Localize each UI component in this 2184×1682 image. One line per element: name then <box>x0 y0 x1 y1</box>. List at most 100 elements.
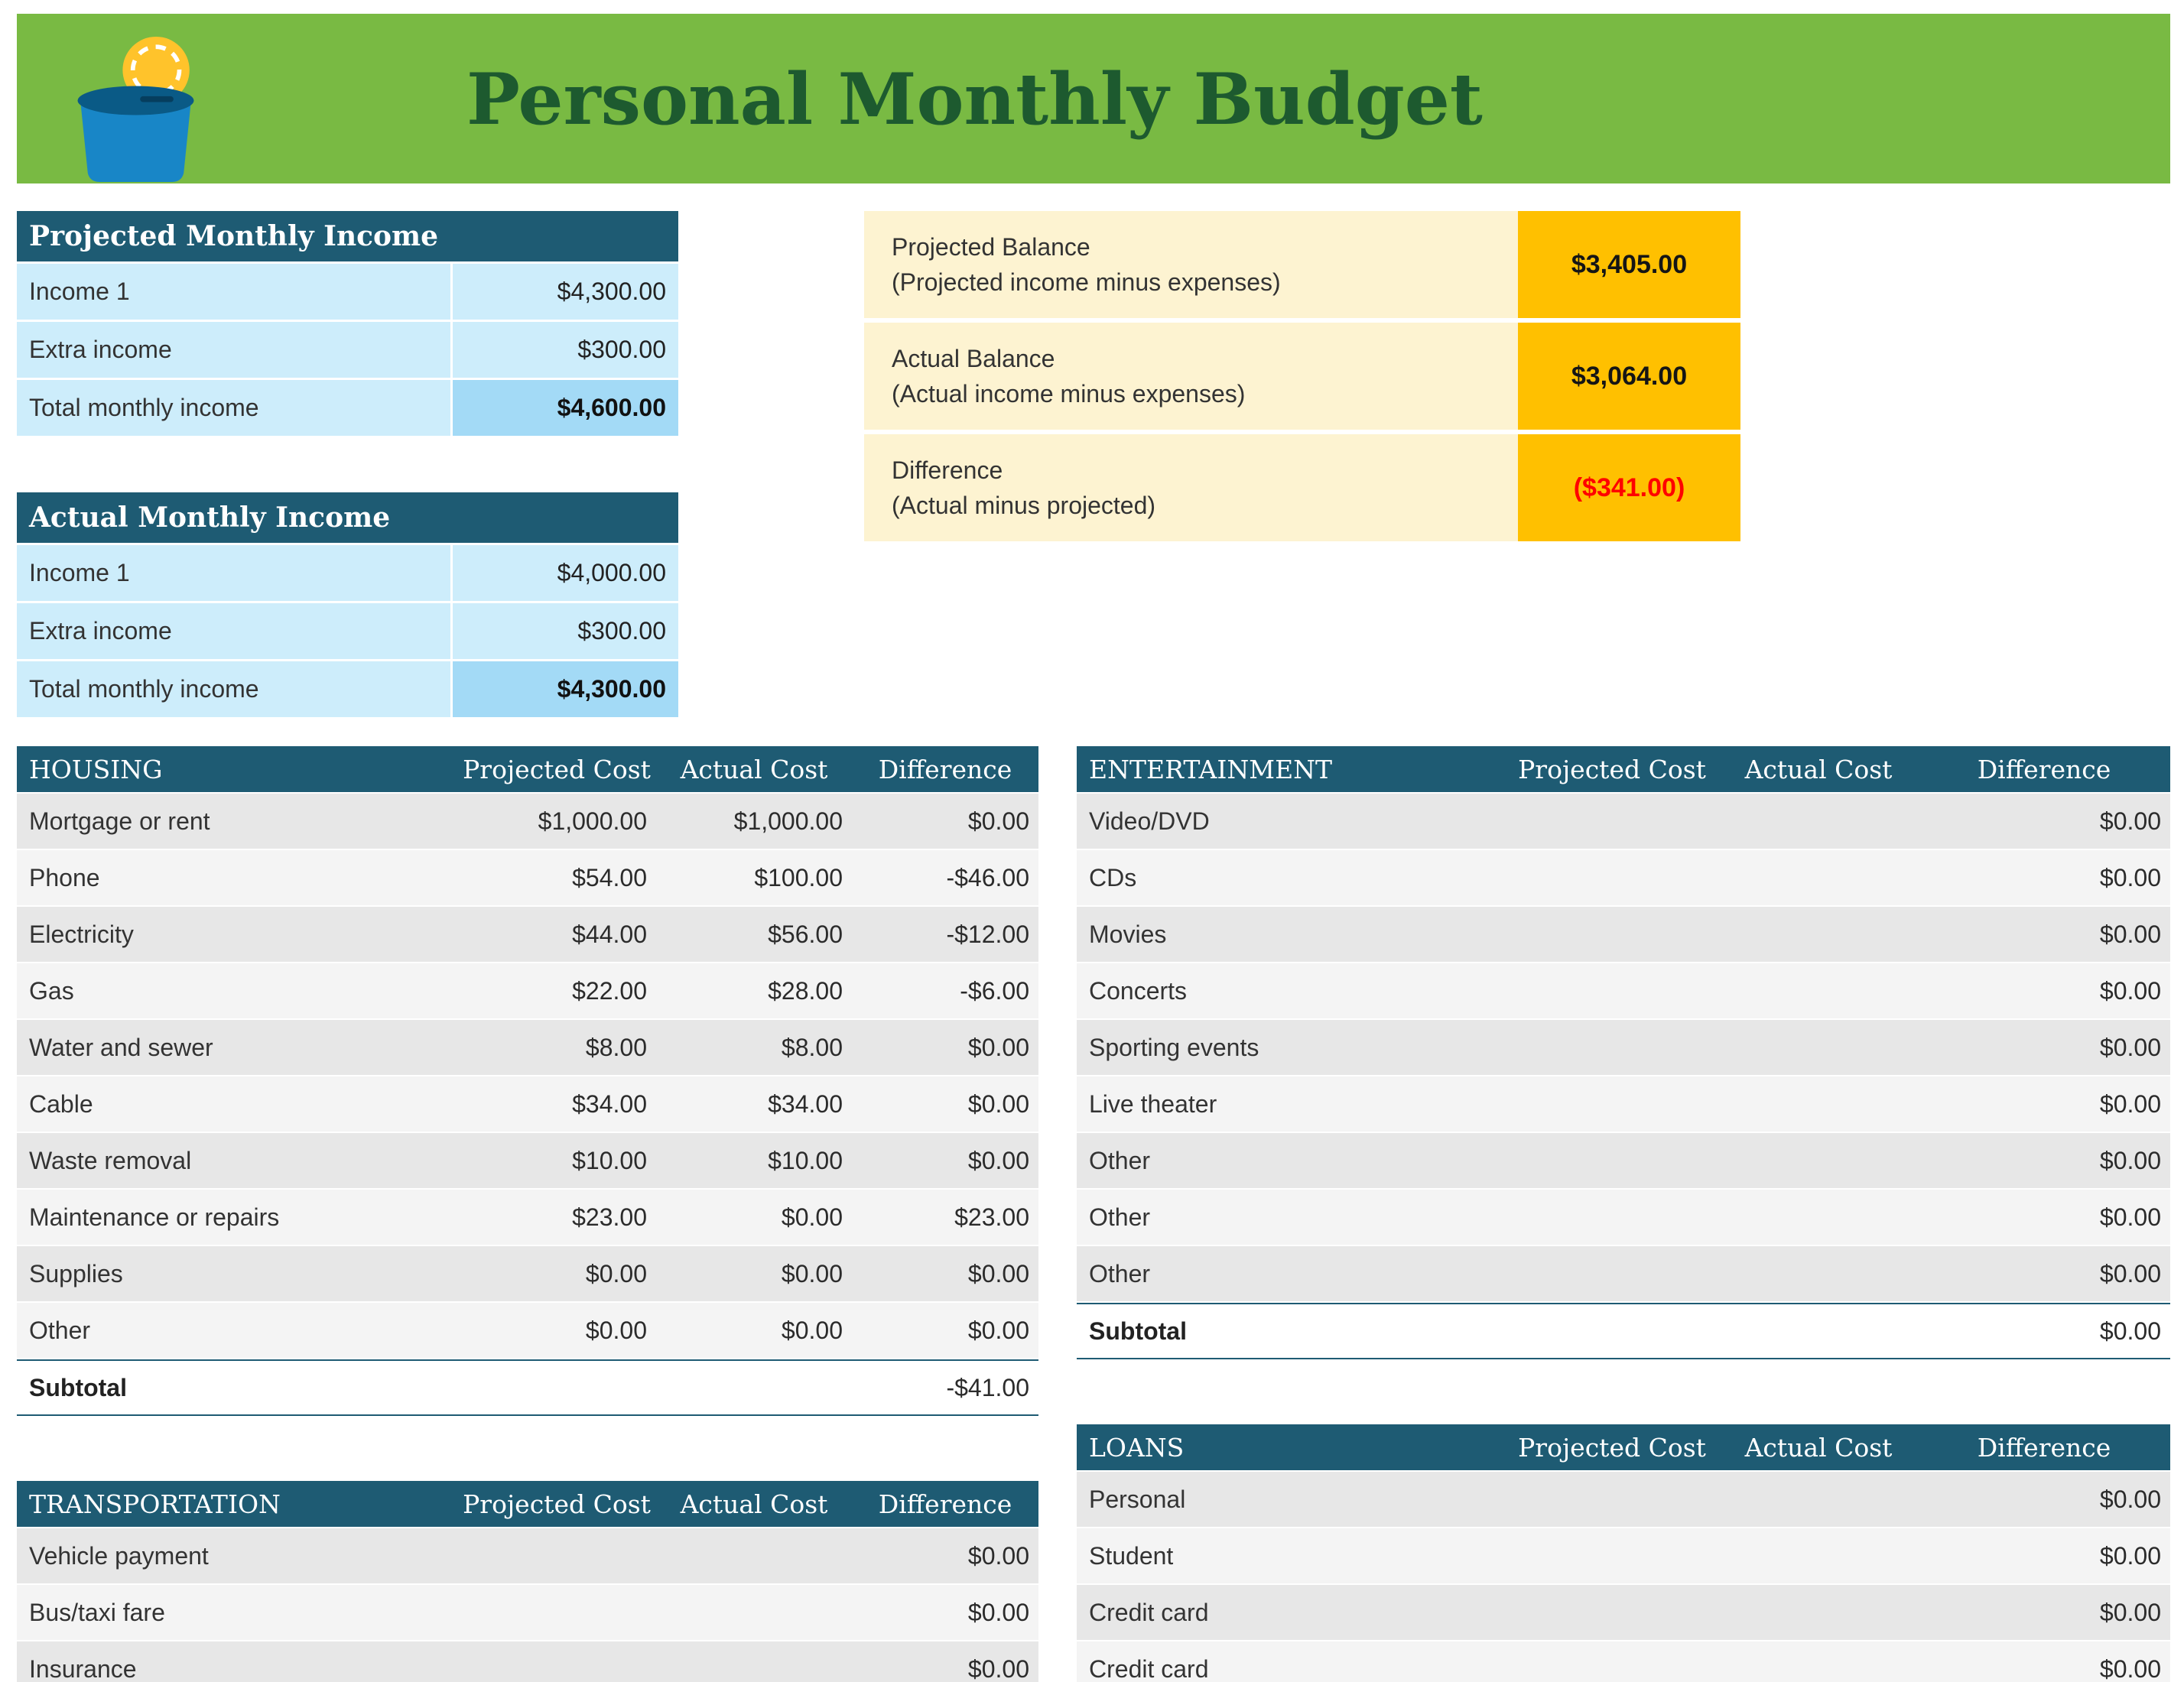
projected-cost-cell[interactable]: $0.00 <box>585 1316 647 1344</box>
row-label-cell[interactable]: Cable <box>29 1089 93 1118</box>
row-label-cell[interactable]: Concerts <box>1089 976 1188 1005</box>
table-row: Maintenance or repairs $23.00 $0.00 $23.… <box>17 1190 1038 1246</box>
actual-income-header: Actual Monthly Income <box>17 492 678 543</box>
row-label-cell[interactable]: Phone <box>29 863 100 891</box>
difference-cell[interactable]: -$46.00 <box>946 863 1029 891</box>
row-label-cell[interactable]: Credit card <box>1089 1598 1209 1626</box>
row-label-cell[interactable]: Gas <box>29 976 74 1005</box>
row-label-cell[interactable]: Credit card <box>1089 1654 1209 1682</box>
row-label-cell[interactable]: Income 1 <box>17 264 450 320</box>
total-value-cell[interactable]: $4,300.00 <box>453 661 678 717</box>
difference-cell[interactable]: $0.00 <box>2099 1598 2161 1626</box>
difference-cell[interactable]: $0.00 <box>2099 920 2161 948</box>
difference-cell[interactable]: $0.00 <box>967 1033 1029 1061</box>
row-label-cell[interactable]: Student <box>1089 1541 1174 1570</box>
actual-cost-cell[interactable]: $56.00 <box>768 920 843 948</box>
value-cell[interactable]: $4,000.00 <box>453 545 678 601</box>
projected-balance-value[interactable]: $3,405.00 <box>1518 211 1740 318</box>
row-label-cell[interactable]: Movies <box>1089 920 1167 948</box>
actual-balance-value[interactable]: $3,064.00 <box>1518 323 1740 430</box>
difference-cell[interactable]: $0.00 <box>2099 1033 2161 1061</box>
actual-cost-cell[interactable]: $0.00 <box>781 1316 843 1344</box>
difference-cell[interactable]: $0.00 <box>2099 1541 2161 1570</box>
projected-cost-cell[interactable]: $8.00 <box>585 1033 647 1061</box>
subtotal-difference-cell[interactable]: -$41.00 <box>946 1373 1029 1401</box>
difference-cell[interactable]: $0.00 <box>967 1541 1029 1570</box>
actual-cost-cell[interactable]: $34.00 <box>768 1089 843 1118</box>
row-label-cell[interactable]: Insurance <box>29 1654 137 1682</box>
actual-cost-cell[interactable]: $8.00 <box>781 1033 843 1061</box>
projected-cost-cell[interactable]: $44.00 <box>572 920 647 948</box>
projected-cost-column-header: Projected Cost <box>1518 1432 1706 1463</box>
difference-cell[interactable]: $0.00 <box>2099 1146 2161 1174</box>
subtotal-difference-cell[interactable]: $0.00 <box>2099 1317 2161 1345</box>
row-label-cell[interactable]: Supplies <box>29 1259 123 1287</box>
row-label-cell[interactable]: Water and sewer <box>29 1033 213 1061</box>
actual-cost-cell[interactable]: $100.00 <box>754 863 843 891</box>
table-row: Mortgage or rent $1,000.00 $1,000.00 $0.… <box>17 794 1038 850</box>
row-label-cell[interactable]: Income 1 <box>17 545 450 601</box>
projected-cost-cell[interactable]: $22.00 <box>572 976 647 1005</box>
projected-cost-cell[interactable]: $54.00 <box>572 863 647 891</box>
table-row: Insurance $0.00 <box>17 1641 1038 1682</box>
row-label-cell[interactable]: Other <box>29 1316 91 1344</box>
difference-cell[interactable]: $0.00 <box>967 1259 1029 1287</box>
difference-cell[interactable]: -$6.00 <box>960 976 1029 1005</box>
difference-cell[interactable]: $0.00 <box>2099 1259 2161 1287</box>
difference-cell[interactable]: $0.00 <box>2099 1654 2161 1682</box>
balance-label-line1: Actual Balance <box>892 344 1055 372</box>
difference-cell[interactable]: $23.00 <box>954 1203 1029 1231</box>
difference-cell[interactable]: $0.00 <box>967 1089 1029 1118</box>
row-label-cell[interactable]: CDs <box>1089 863 1137 891</box>
value-cell[interactable]: $300.00 <box>453 322 678 378</box>
money-jar-icon <box>77 36 194 182</box>
value-cell[interactable]: $300.00 <box>453 603 678 659</box>
projected-cost-cell[interactable]: $23.00 <box>572 1203 647 1231</box>
difference-cell[interactable]: $0.00 <box>2099 1485 2161 1513</box>
difference-cell[interactable]: $0.00 <box>967 1316 1029 1344</box>
difference-cell[interactable]: $0.00 <box>2099 807 2161 835</box>
difference-cell[interactable]: $0.00 <box>2099 1089 2161 1118</box>
projected-cost-cell[interactable]: $0.00 <box>585 1259 647 1287</box>
difference-cell[interactable]: $0.00 <box>967 1654 1029 1682</box>
difference-cell[interactable]: $0.00 <box>967 807 1029 835</box>
projected-cost-cell[interactable]: $34.00 <box>572 1089 647 1118</box>
row-label-cell[interactable]: Personal <box>1089 1485 1186 1513</box>
total-value-cell[interactable]: $4,600.00 <box>453 380 678 436</box>
value-cell[interactable]: $4,300.00 <box>453 264 678 320</box>
difference-cell[interactable]: $0.00 <box>967 1598 1029 1626</box>
row-label-cell[interactable]: Other <box>1089 1259 1151 1287</box>
projected-income-header: Projected Monthly Income <box>17 211 678 261</box>
row-label-cell[interactable]: Waste removal <box>29 1146 192 1174</box>
table-row: Other $0.00 <box>1077 1133 2170 1190</box>
row-label-cell[interactable]: Vehicle payment <box>29 1541 209 1570</box>
row-label-cell[interactable]: Other <box>1089 1203 1151 1231</box>
difference-cell[interactable]: $0.00 <box>2099 976 2161 1005</box>
difference-cell[interactable]: $0.00 <box>967 1146 1029 1174</box>
table-row: Credit card $0.00 <box>1077 1641 2170 1682</box>
row-label-cell[interactable]: Video/DVD <box>1089 807 1210 835</box>
row-label-cell[interactable]: Total monthly income <box>17 380 450 436</box>
difference-cell[interactable]: $0.00 <box>2099 1203 2161 1231</box>
row-label-cell[interactable]: Sporting events <box>1089 1033 1259 1061</box>
actual-cost-cell[interactable]: $28.00 <box>768 976 843 1005</box>
row-label-cell[interactable]: Extra income <box>17 322 450 378</box>
projected-cost-cell[interactable]: $1,000.00 <box>538 807 647 835</box>
actual-cost-cell[interactable]: $1,000.00 <box>733 807 843 835</box>
row-label-cell[interactable]: Electricity <box>29 920 134 948</box>
row-label-cell[interactable]: Mortgage or rent <box>29 807 210 835</box>
actual-cost-cell[interactable]: $0.00 <box>781 1203 843 1231</box>
projected-cost-cell[interactable]: $10.00 <box>572 1146 647 1174</box>
projected-cost-column-header: Projected Cost <box>463 754 651 784</box>
difference-cell[interactable]: $0.00 <box>2099 863 2161 891</box>
difference-value[interactable]: ($341.00) <box>1518 434 1740 541</box>
row-label-cell[interactable]: Total monthly income <box>17 661 450 717</box>
row-label-cell[interactable]: Extra income <box>17 603 450 659</box>
row-label-cell[interactable]: Maintenance or repairs <box>29 1203 280 1231</box>
row-label-cell[interactable]: Live theater <box>1089 1089 1217 1118</box>
row-label-cell[interactable]: Other <box>1089 1146 1151 1174</box>
difference-cell[interactable]: -$12.00 <box>946 920 1029 948</box>
actual-cost-cell[interactable]: $10.00 <box>768 1146 843 1174</box>
row-label-cell[interactable]: Bus/taxi fare <box>29 1598 165 1626</box>
actual-cost-cell[interactable]: $0.00 <box>781 1259 843 1287</box>
